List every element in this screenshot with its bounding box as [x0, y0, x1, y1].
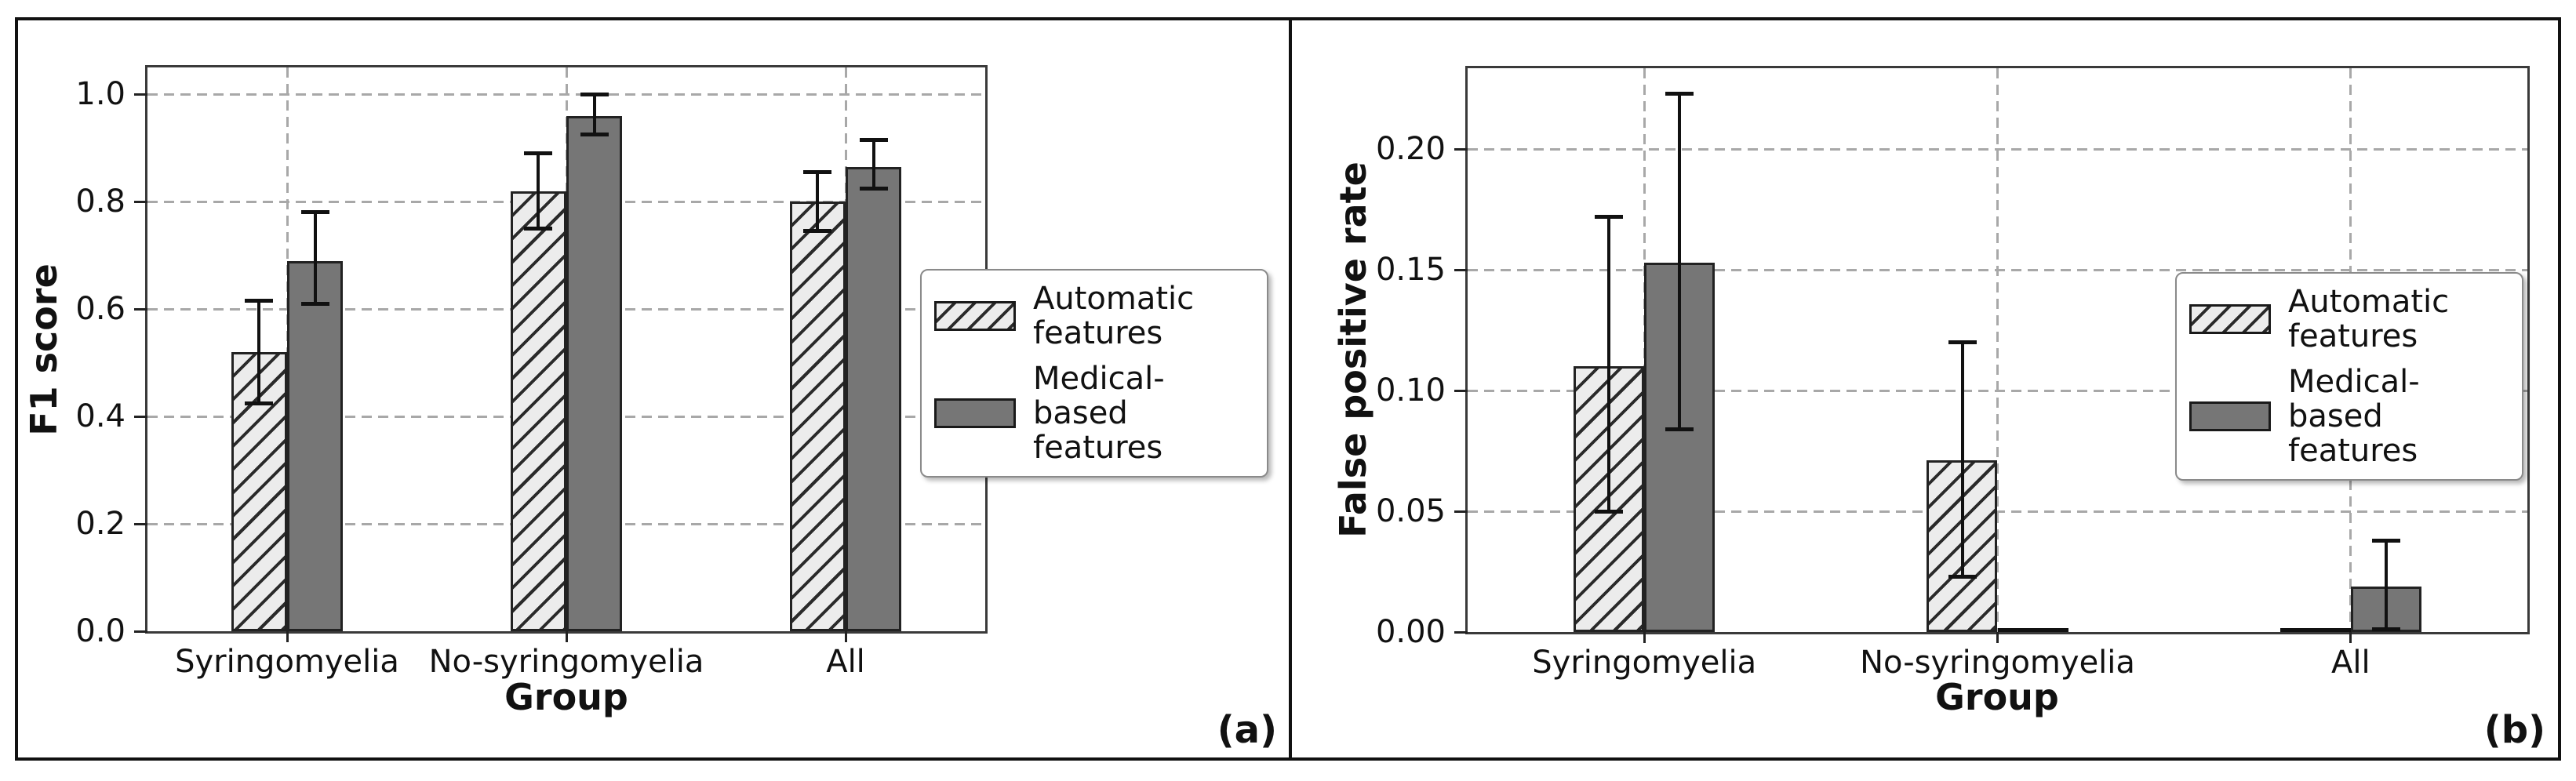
- error-bar-cap-bottom: [524, 226, 553, 231]
- error-bar-line: [871, 140, 875, 188]
- bar-solid-all: [846, 166, 902, 631]
- error-bar-cap-top: [859, 137, 888, 142]
- legend-item: Automatic features: [2189, 285, 2509, 354]
- y-axis-tick: [134, 415, 147, 418]
- error-bar-cap-top: [1595, 214, 1624, 219]
- bar-solid-syringomyelia: [287, 260, 344, 631]
- y-tick-label: 0.15: [1375, 252, 1446, 289]
- x-axis-tick: [844, 631, 847, 642]
- panel-divider: [1289, 17, 1292, 761]
- legend-swatch-solid: [2189, 401, 2271, 431]
- legend-item: Automatic features: [934, 282, 1254, 351]
- error-bar-cap-top: [580, 92, 609, 96]
- y-axis-tick: [134, 630, 147, 633]
- error-bar-cap-top: [803, 170, 832, 174]
- bar-hatched-no-syringomyelia: [510, 191, 566, 631]
- error-bar-cap-bottom: [2371, 627, 2400, 632]
- error-bar-cap-bottom: [803, 229, 832, 234]
- legend: Automatic features Medical-based features: [2175, 272, 2523, 481]
- legend-item-label: Medical-based features: [1033, 361, 1165, 466]
- category-label: All: [826, 644, 865, 680]
- legend-swatch-hatched: [934, 301, 1016, 331]
- error-bar-line: [537, 153, 540, 229]
- error-bar-cap-top: [1948, 340, 1977, 344]
- error-bar-cap-top: [2371, 538, 2400, 543]
- category-label: Syringomyelia: [1532, 645, 1757, 681]
- category-label: Syringomyelia: [175, 644, 399, 680]
- panel-letter-b: (b): [2483, 708, 2545, 752]
- y-tick-label: 0.8: [75, 183, 126, 220]
- panel-letter-a: (a): [1217, 708, 1277, 752]
- error-bar-cap-bottom: [1665, 427, 1694, 431]
- error-bar-cap-bottom: [580, 133, 609, 137]
- category-label: All: [2331, 645, 2370, 681]
- y-axis-tick: [1454, 630, 1468, 634]
- error-bar-line: [1678, 93, 1682, 430]
- y-axis-tick: [1454, 389, 1468, 392]
- legend: Automatic features Medical-based features: [920, 269, 1268, 478]
- x-axis-tick: [286, 631, 289, 642]
- bar-hatched-all: [789, 202, 846, 631]
- y-tick-label: 0.4: [75, 398, 126, 435]
- error-bar-line: [1960, 342, 1964, 577]
- legend-item-label: Automatic features: [1033, 281, 1195, 351]
- error-bar-line: [313, 212, 317, 304]
- x-axis-tick: [1996, 632, 1999, 643]
- error-bar-cap-bottom: [245, 401, 274, 405]
- y-tick-label: 0.2: [75, 506, 126, 542]
- y-axis-tick: [1454, 268, 1468, 271]
- category-label: No-syringomyelia: [1860, 645, 2135, 681]
- error-bar-line: [1607, 216, 1611, 512]
- y-axis-tick: [1454, 147, 1468, 151]
- y-axis-tick: [134, 307, 147, 311]
- x-axis-label-group-a: Group: [504, 676, 628, 718]
- y-tick-label: 0.10: [1375, 372, 1446, 409]
- error-bar-cap-top: [1665, 91, 1694, 96]
- error-bar-cap-bottom: [1595, 509, 1624, 514]
- error-bar-line: [816, 172, 820, 231]
- x-axis-tick: [2349, 632, 2352, 643]
- y-axis-label-false-positive-rate: False positive rate: [1332, 162, 1374, 538]
- error-bar-cap-bottom: [859, 186, 888, 191]
- error-bar-cap-bottom: [300, 301, 329, 306]
- y-axis-tick: [134, 200, 147, 203]
- error-bar-line: [2384, 540, 2388, 630]
- y-axis-tick: [134, 522, 147, 525]
- plot-area-b: 0.00 0.05 0.10 0.15 0.20 Syringomyelia No-syri…: [1376, 66, 2530, 681]
- error-bar-line: [592, 94, 596, 135]
- y-tick-label: 1.0: [75, 76, 126, 113]
- error-bar-cap-top: [524, 151, 553, 156]
- y-tick-label: 0.6: [75, 291, 126, 328]
- bar-solid-no-syringomyelia: [1997, 628, 2068, 632]
- bar-hatched-all: [2279, 628, 2351, 632]
- gridline-v: [1996, 68, 1999, 632]
- y-axis-tick: [1454, 510, 1468, 513]
- error-bar-line: [257, 300, 261, 403]
- legend-swatch-hatched: [2189, 304, 2271, 334]
- legend-item-label: Medical-based features: [2288, 364, 2420, 469]
- category-label: No-syringomyelia: [428, 644, 704, 680]
- legend-item: Medical-based features: [934, 361, 1254, 465]
- y-tick-label: 0.0: [75, 613, 126, 649]
- plot-area-a: 0.0 0.2 0.4 0.6 0.8 1.0 Syringomyelia No-syring…: [75, 65, 1268, 680]
- x-axis-tick: [1643, 632, 1646, 643]
- error-bar-cap-top: [300, 210, 329, 215]
- y-tick-label: 0.00: [1375, 614, 1446, 650]
- y-axis-tick: [134, 93, 147, 96]
- error-bar-cap-top: [245, 299, 274, 303]
- y-tick-label: 0.05: [1375, 493, 1446, 529]
- error-bar-cap-bottom: [1948, 574, 1977, 579]
- legend-item-label: Automatic features: [2288, 284, 2450, 354]
- bar-solid-no-syringomyelia: [566, 115, 623, 631]
- legend-item: Medical-based features: [2189, 365, 2509, 468]
- x-axis-tick: [565, 631, 568, 642]
- y-tick-label: 0.20: [1375, 131, 1446, 168]
- x-axis-label-group-b: Group: [1935, 676, 2059, 718]
- legend-swatch-solid: [934, 398, 1016, 428]
